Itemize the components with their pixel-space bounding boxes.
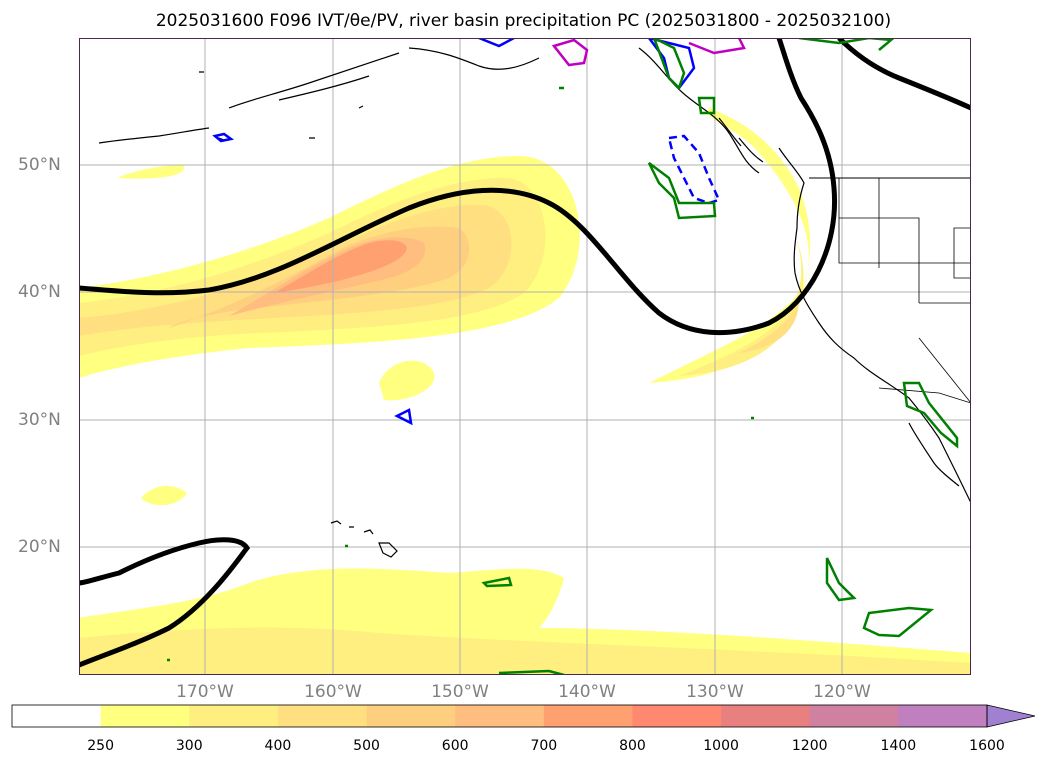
pv-contour xyxy=(79,38,971,668)
lat-label-40n: 40°N xyxy=(18,282,61,302)
ivt-colorbar xyxy=(11,704,1036,728)
lon-label-130w: 130°W xyxy=(686,682,744,702)
colorbar-tick-label: 1000 xyxy=(703,738,739,754)
map-title: 2025031600 F096 IVT/θe/PV, river basin p… xyxy=(155,11,892,31)
precip-green-2 xyxy=(652,38,686,91)
lat-label-50n: 50°N xyxy=(18,155,61,175)
precip-green-9 xyxy=(498,669,565,675)
precip-contours xyxy=(167,38,959,675)
lon-label-160w: 160°W xyxy=(304,682,362,702)
ivt-plume-700 xyxy=(274,240,407,293)
map-panel xyxy=(79,38,971,675)
colorbar-tick-label: 500 xyxy=(353,738,380,754)
lat-label-30n: 30°N xyxy=(18,410,61,430)
colorbar-segment xyxy=(277,705,368,727)
precip-green-8 xyxy=(481,576,513,588)
precip-green-10 xyxy=(167,86,754,662)
lat-label-20n: 20°N xyxy=(18,537,61,557)
colorbar-segment xyxy=(455,705,545,727)
map-frame xyxy=(79,38,971,675)
lon-label-150w: 150°W xyxy=(431,682,489,702)
ivt-shading xyxy=(79,108,971,675)
precip-magenta-2 xyxy=(688,38,746,55)
coastlines xyxy=(98,47,971,558)
lon-label-140w: 140°W xyxy=(558,682,616,702)
precip-magenta-1 xyxy=(551,38,589,67)
colorbar-segment xyxy=(898,705,988,727)
precip-green-7 xyxy=(862,606,935,638)
colorbar-tick-label: 1400 xyxy=(880,738,917,754)
precip-blue-4 xyxy=(212,132,235,143)
colorbar-segment xyxy=(809,705,899,727)
colorbar-segment xyxy=(189,705,279,727)
lon-label-120w: 120°W xyxy=(813,682,871,702)
colorbar-tick-label: 300 xyxy=(175,738,203,754)
colorbar-tick-label: 800 xyxy=(619,738,646,754)
colorbar-tick-label: 1600 xyxy=(969,738,1005,754)
colorbar-segment xyxy=(543,705,633,727)
precip-green-5 xyxy=(902,381,959,449)
colorbar-segment xyxy=(12,705,102,727)
colorbar-tick-label: 700 xyxy=(530,738,558,754)
lon-label-170w: 170°W xyxy=(176,682,234,702)
ivt-patch-nw xyxy=(117,165,185,179)
graticule xyxy=(79,38,971,675)
colorbar-tick-label: 1200 xyxy=(791,738,828,754)
ivt-coastal-400 xyxy=(739,300,799,353)
colorbar-segment xyxy=(632,705,722,727)
ivt-patch-mid xyxy=(379,360,435,401)
colorbar-segment xyxy=(721,705,811,727)
precip-blue-2 xyxy=(478,38,515,48)
colorbar-frame xyxy=(11,704,988,728)
colorbar-extend-arrow xyxy=(986,704,1036,728)
precip-green-6 xyxy=(825,557,857,602)
colorbar-segment xyxy=(366,705,456,727)
ivt-patch-small xyxy=(141,486,187,506)
ivt-south-300 xyxy=(79,627,971,675)
colorbar-tick-label: 600 xyxy=(441,738,469,754)
precip-green-1 xyxy=(647,162,717,220)
precip-green-3 xyxy=(697,96,716,115)
colorbar-tick-label: 250 xyxy=(87,738,114,754)
colorbar-segment xyxy=(100,705,190,727)
ivt-coastal-300 xyxy=(679,233,804,376)
ivt-coastal-250 xyxy=(649,108,811,383)
precip-blue-3 xyxy=(394,408,413,426)
precip-blue-dashed xyxy=(667,134,721,205)
colorbar-tick-label: 400 xyxy=(264,738,292,754)
